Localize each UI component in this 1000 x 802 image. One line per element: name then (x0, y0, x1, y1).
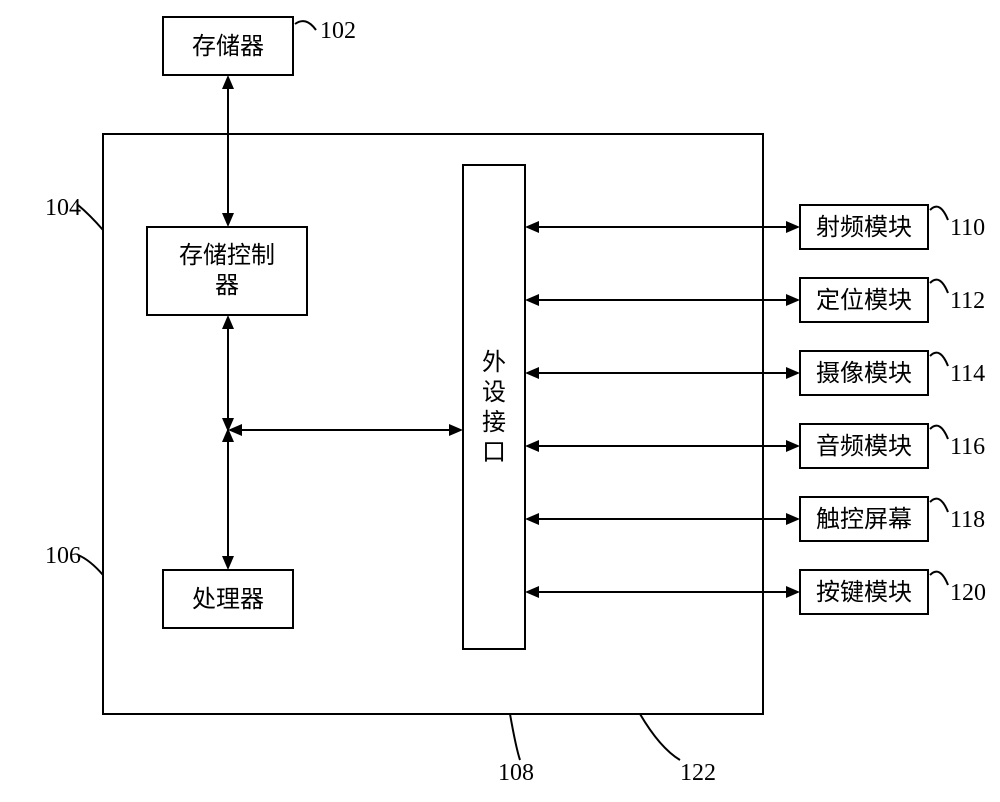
arrow-head-up-icon (222, 75, 234, 89)
arrow-head-right-icon (786, 513, 800, 525)
audio-number: 116 (950, 434, 985, 460)
leader-periph (510, 714, 520, 760)
touch-number: 118 (950, 507, 985, 533)
boxes-layer: 存储器存储控制器处理器 外设接口 射频模块定位模块摄像模块音频模块触控屏幕按键模块 (147, 17, 928, 649)
arrow-head-left-icon (525, 294, 539, 306)
cam-number: 114 (950, 361, 985, 387)
periph-box (463, 165, 525, 649)
arrow-head-up-icon (222, 315, 234, 329)
mem_ctrl-label-l2: 器 (215, 273, 239, 299)
cpu-number: 106 (45, 543, 81, 569)
arrow-head-right-icon (786, 586, 800, 598)
cam-label: 摄像模块 (816, 360, 912, 387)
arrow-head-left-icon (525, 513, 539, 525)
leader-gps (930, 280, 948, 293)
periph-label: 接 (482, 409, 506, 436)
arrow-head-right-icon (786, 221, 800, 233)
mem_ctrl-number: 104 (45, 195, 81, 221)
arrow-head-left-icon (525, 440, 539, 452)
extra-number-122: 122 (680, 760, 716, 786)
arrow-head-left-icon (525, 367, 539, 379)
mem_ctrl-box (147, 227, 307, 315)
arrow-head-right-icon (449, 424, 463, 436)
arrow-head-right-icon (786, 440, 800, 452)
leader-n122 (640, 714, 680, 760)
arrow-head-right-icon (786, 294, 800, 306)
leader-touch (930, 499, 948, 512)
memory-number: 102 (320, 18, 356, 44)
rf-label: 射频模块 (816, 214, 912, 241)
block-diagram: 存储器存储控制器处理器外设接口射频模块定位模块摄像模块音频模块触控屏幕按键模块 … (0, 0, 1000, 802)
arrow-head-down-icon (222, 556, 234, 570)
periph-number: 108 (498, 760, 534, 786)
periph-label: 外 (482, 349, 506, 376)
leader-rf (930, 207, 948, 220)
arrow-head-left-icon (525, 221, 539, 233)
periph-label: 口 (482, 440, 506, 466)
leader-cam (930, 353, 948, 366)
arrow-head-left-icon (525, 586, 539, 598)
cpu-label: 处理器 (192, 586, 264, 613)
leader-mem (295, 21, 316, 30)
audio-label: 音频模块 (816, 433, 912, 460)
arrows-layer (222, 75, 800, 598)
memory-label: 存储器 (192, 33, 264, 60)
key-label: 按键模块 (816, 579, 912, 606)
leader-key (930, 572, 948, 585)
leader-cpu (78, 555, 103, 575)
gps-label: 定位模块 (816, 287, 912, 314)
mem_ctrl-label-l1: 存储控制 (179, 242, 275, 269)
key-number: 120 (950, 580, 986, 606)
rf-number: 110 (950, 215, 985, 241)
periph-label: 设 (482, 379, 506, 406)
arrow-head-down-icon (222, 213, 234, 227)
leader-audio (930, 426, 948, 439)
leader-memctl (78, 205, 103, 230)
touch-label: 触控屏幕 (816, 506, 912, 533)
arrow-head-right-icon (786, 367, 800, 379)
gps-number: 112 (950, 288, 985, 314)
